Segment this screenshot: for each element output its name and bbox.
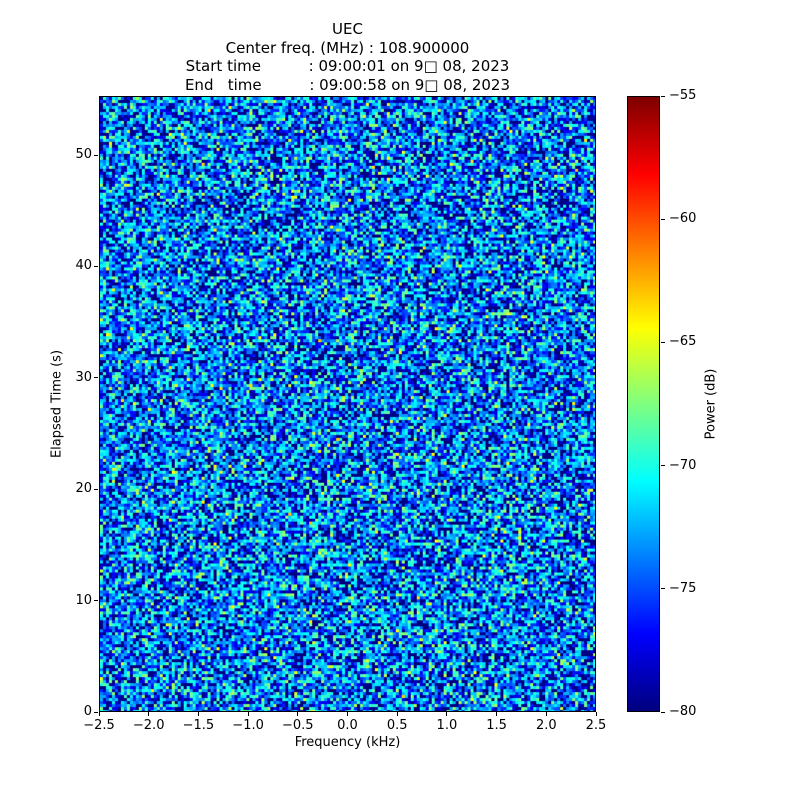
colorbar-tick-mark (661, 95, 665, 97)
x-axis-label: Frequency (kHz) (294, 735, 401, 750)
y-tick-label: 10 (75, 592, 92, 608)
colorbar-canvas (628, 97, 659, 711)
colorbar-tick-mark (661, 341, 665, 343)
colorbar-tick-mark (661, 465, 665, 467)
y-tick-mark (94, 600, 98, 602)
x-tick-label: −1.0 (232, 718, 264, 733)
y-tick-label: 50 (75, 147, 92, 163)
center-frequency-line: Center freq. (MHz) : 108.900000 (225, 38, 470, 57)
x-tick-mark (545, 712, 547, 716)
y-axis-label: Elapsed Time (s) (49, 349, 65, 459)
colorbar-tick-label: −75 (669, 580, 697, 596)
x-tick-label: 0.0 (337, 718, 358, 733)
y-tick-mark (94, 265, 98, 267)
x-tick-label: −2.0 (132, 718, 165, 733)
y-tick-label: 20 (75, 481, 92, 497)
x-tick-mark (496, 712, 498, 716)
y-tick-label: 0 (83, 704, 92, 719)
colorbar (627, 96, 660, 712)
colorbar-label: Power (dB) (703, 368, 719, 440)
x-tick-label: −0.5 (282, 718, 314, 733)
y-tick-mark (94, 488, 98, 490)
x-tick-mark (148, 712, 150, 716)
y-tick-mark (94, 711, 98, 713)
x-tick-mark (446, 712, 448, 716)
x-tick-mark (595, 712, 597, 716)
chart-title: UEC (332, 20, 363, 38)
x-tick-mark (347, 712, 348, 716)
end-time-line: End time : 09:00:58 on 9□ 08, 2023 (184, 75, 511, 94)
x-tick-label: 1.0 (436, 718, 458, 733)
y-tick-mark (94, 377, 98, 379)
x-tick-label: −2.5 (83, 718, 115, 733)
colorbar-tick-mark (661, 218, 665, 220)
colorbar-tick-mark (661, 588, 665, 590)
plot-area (99, 96, 596, 712)
x-tick-mark (396, 712, 398, 716)
colorbar-tick-label: −60 (669, 211, 697, 227)
colorbar-tick-label: −70 (669, 457, 697, 473)
x-tick-label: 0.5 (386, 718, 408, 733)
colorbar-tick-label: −65 (669, 334, 697, 350)
x-tick-mark (297, 712, 299, 716)
y-tick-label: 30 (75, 369, 92, 385)
x-tick-mark (247, 712, 249, 716)
y-tick-label: 40 (75, 258, 92, 274)
colorbar-tick-label: −80 (669, 704, 697, 719)
x-tick-label: 2.5 (585, 718, 607, 733)
colorbar-tick-mark (661, 711, 665, 713)
x-tick-label: −1.5 (182, 718, 215, 733)
x-tick-label: 1.5 (486, 718, 507, 733)
spectrogram-canvas (100, 97, 595, 711)
x-tick-mark (197, 712, 199, 716)
colorbar-tick-label: −55 (669, 88, 697, 103)
start-time-line: Start time : 09:00:01 on 9□ 08, 2023 (185, 57, 510, 76)
y-tick-mark (94, 154, 98, 156)
chart-title-block: UEC Center freq. (MHz) : 108.900000 Star… (99, 20, 596, 94)
x-tick-mark (98, 712, 100, 716)
x-tick-label: 2.0 (535, 718, 557, 733)
